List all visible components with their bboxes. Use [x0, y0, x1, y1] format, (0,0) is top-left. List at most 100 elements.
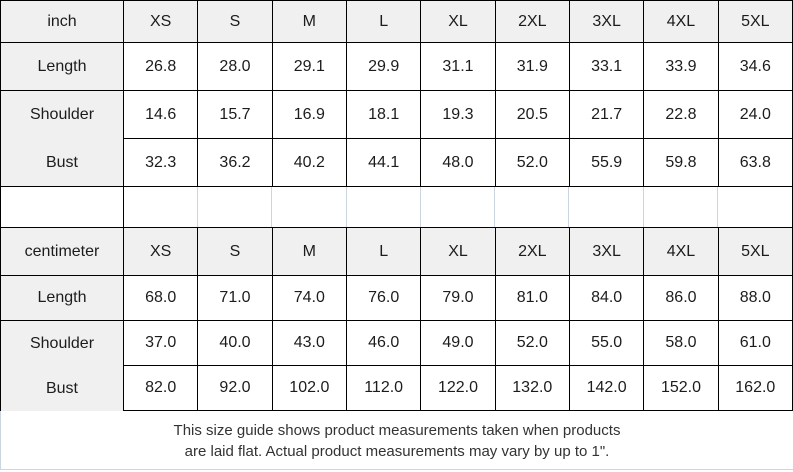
- measurement-row: Bust 82.0 92.0 102.0 112.0 122.0 132.0 142.0 152…: [1, 366, 793, 411]
- measurement-row: Length 26.8 28.0 29.1 29.9 31.1 31.9 33.1 33.9 34…: [1, 43, 793, 91]
- size-header-cell: XS: [124, 228, 199, 276]
- measurement-cell: 31.9: [495, 43, 570, 91]
- measurement-cell: 33.9: [644, 43, 719, 91]
- measurement-cell: 36.2: [198, 139, 273, 187]
- measurement-cell: 37.0: [124, 321, 199, 366]
- measurement-cell: 22.8: [644, 91, 719, 139]
- size-header-cell: M: [272, 1, 347, 43]
- measurement-cell: 48.0: [421, 139, 496, 187]
- unit-label-cell: centimeter: [1, 228, 124, 276]
- measurement-cell: 49.0: [421, 321, 496, 366]
- note-line-1: This size guide shows product measuremen…: [173, 422, 621, 439]
- measurement-cell: 32.3: [124, 139, 199, 187]
- measurement-cell: 102.0: [272, 366, 347, 411]
- measurement-cell: 68.0: [124, 276, 199, 321]
- unit-label-cell: inch: [1, 1, 124, 43]
- spacer-cell: [644, 187, 718, 227]
- measurement-cell: 18.1: [346, 91, 422, 139]
- size-header-cell: S: [198, 1, 273, 43]
- spacer-cell: [495, 187, 570, 227]
- measurement-cell: 71.0: [198, 276, 273, 321]
- measurement-cell: 16.9: [272, 91, 347, 139]
- measurement-cell: 79.0: [421, 276, 496, 321]
- spacer-cell: [421, 187, 496, 227]
- size-header-cell: 3XL: [569, 1, 645, 43]
- measurement-cell: 59.8: [644, 139, 719, 187]
- size-table-cm: centimeter XS S M L XL 2XL 3XL 4XL 5XL Length 68.0 7…: [0, 227, 793, 411]
- measurement-cell: 142.0: [569, 366, 645, 411]
- size-header-cell: L: [346, 1, 422, 43]
- size-header-row: inch XS S M L XL 2XL 3XL 4XL 5XL: [1, 1, 793, 43]
- measurement-cell: 14.6: [124, 91, 199, 139]
- measurement-cell: 55.9: [569, 139, 645, 187]
- spacer-cell: [272, 187, 347, 227]
- measurement-cell: 86.0: [644, 276, 719, 321]
- measurement-cell: 122.0: [421, 366, 496, 411]
- measurement-row: Shoulder 37.0 40.0 43.0 46.0 49.0 52.0 55.0 58.0…: [1, 321, 793, 366]
- size-header-cell: XS: [124, 1, 199, 43]
- spacer-cell: [198, 187, 273, 227]
- measurement-row: Shoulder 14.6 15.7 16.9 18.1 19.3 20.5 21.7 22.8…: [1, 91, 793, 139]
- measurement-cell: 92.0: [198, 366, 273, 411]
- measurement-cell: 19.3: [421, 91, 496, 139]
- measurement-cell: 88.0: [718, 276, 793, 321]
- size-header-cell: 4XL: [644, 1, 719, 43]
- measurement-cell: 61.0: [718, 321, 793, 366]
- spacer-cell: [569, 187, 644, 227]
- spacer-cell: [718, 187, 792, 227]
- measurement-row: Bust 32.3 36.2 40.2 44.1 48.0 52.0 55.9 59.8 63.8: [1, 139, 793, 187]
- measurement-row: Length 68.0 71.0 74.0 76.0 79.0 81.0 84.0 86.0 88…: [1, 276, 793, 321]
- spacer-cell: [1, 187, 124, 227]
- spacer-row: [0, 187, 793, 227]
- measurement-cell: 24.0: [718, 91, 793, 139]
- row-label-cell: Bust: [1, 139, 124, 187]
- size-guide-note: This size guide shows product measuremen…: [0, 411, 793, 470]
- measurement-cell: 52.0: [495, 139, 570, 187]
- spacer-cell: [124, 187, 199, 227]
- measurement-cell: 26.8: [124, 43, 199, 91]
- measurement-cell: 34.6: [718, 43, 793, 91]
- measurement-cell: 20.5: [495, 91, 570, 139]
- measurement-cell: 76.0: [346, 276, 422, 321]
- size-header-cell: 2XL: [495, 228, 570, 276]
- measurement-cell: 46.0: [346, 321, 422, 366]
- size-header-cell: XL: [421, 228, 496, 276]
- row-label-cell: Bust: [1, 366, 124, 411]
- measurement-cell: 31.1: [421, 43, 496, 91]
- measurement-cell: 58.0: [644, 321, 719, 366]
- size-header-cell: 4XL: [644, 228, 719, 276]
- size-header-cell: S: [198, 228, 273, 276]
- measurement-cell: 40.2: [272, 139, 347, 187]
- row-label-cell: Length: [1, 43, 124, 91]
- measurement-cell: 81.0: [495, 276, 570, 321]
- measurement-cell: 84.0: [569, 276, 645, 321]
- size-header-cell: 3XL: [569, 228, 645, 276]
- measurement-cell: 82.0: [124, 366, 199, 411]
- row-label-cell: Shoulder: [1, 321, 124, 366]
- measurement-cell: 55.0: [569, 321, 645, 366]
- measurement-cell: 21.7: [569, 91, 645, 139]
- size-header-cell: 5XL: [718, 228, 793, 276]
- size-header-cell: M: [272, 228, 347, 276]
- measurement-cell: 132.0: [495, 366, 570, 411]
- measurement-cell: 162.0: [718, 366, 793, 411]
- note-line-2: are laid flat. Actual product measuremen…: [184, 443, 610, 460]
- spacer-cell: [347, 187, 421, 227]
- measurement-cell: 29.1: [272, 43, 347, 91]
- measurement-cell: 74.0: [272, 276, 347, 321]
- measurement-cell: 112.0: [346, 366, 422, 411]
- row-label-cell: Shoulder: [1, 91, 124, 139]
- measurement-cell: 33.1: [569, 43, 645, 91]
- row-label-cell: Length: [1, 276, 124, 321]
- size-table-inch: inch XS S M L XL 2XL 3XL 4XL 5XL Length 26.8 28.0 29.…: [0, 0, 793, 187]
- measurement-cell: 40.0: [198, 321, 273, 366]
- measurement-cell: 28.0: [198, 43, 273, 91]
- measurement-cell: 63.8: [718, 139, 793, 187]
- measurement-cell: 152.0: [644, 366, 719, 411]
- size-header-cell: 2XL: [495, 1, 570, 43]
- measurement-cell: 43.0: [272, 321, 347, 366]
- size-header-cell: XL: [421, 1, 496, 43]
- measurement-cell: 29.9: [346, 43, 422, 91]
- size-header-row: centimeter XS S M L XL 2XL 3XL 4XL 5XL: [1, 228, 793, 276]
